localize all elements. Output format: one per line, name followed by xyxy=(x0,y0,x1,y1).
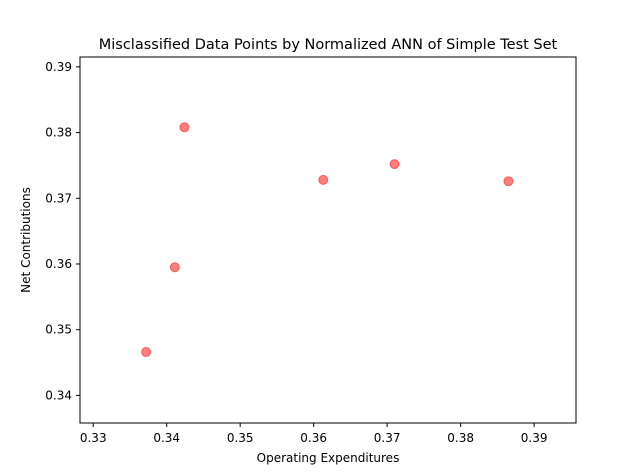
data-point xyxy=(389,159,400,170)
x-tick-label: 0.33 xyxy=(80,431,107,445)
data-point xyxy=(179,122,190,133)
data-point xyxy=(141,347,152,358)
x-axis: 0.33 0.34 0.35 0.36 0.37 0.38 0.39 xyxy=(80,423,548,445)
y-tick-label: 0.39 xyxy=(45,60,72,74)
y-tick-label: 0.35 xyxy=(45,323,72,337)
data-point xyxy=(503,176,514,187)
x-tick-label: 0.38 xyxy=(447,431,474,445)
y-tick-label: 0.37 xyxy=(45,191,72,205)
y-tick-label: 0.34 xyxy=(45,388,72,402)
plot-area xyxy=(79,56,577,424)
plot-frame xyxy=(79,56,577,424)
chart-title: Misclassified Data Points by Normalized … xyxy=(99,37,558,53)
data-points xyxy=(141,122,514,358)
y-axis: 0.34 0.35 0.36 0.37 0.38 0.39 xyxy=(45,60,80,402)
x-axis-title: Operating Expenditures xyxy=(257,451,400,465)
x-tick-label: 0.39 xyxy=(521,431,548,445)
y-tick-label: 0.36 xyxy=(45,257,72,271)
y-tick-label: 0.38 xyxy=(45,126,72,140)
data-point xyxy=(169,262,180,273)
x-tick-label: 0.36 xyxy=(300,431,327,445)
x-tick-label: 0.35 xyxy=(227,431,254,445)
x-tick-label: 0.37 xyxy=(374,431,401,445)
data-point xyxy=(318,174,329,185)
y-axis-title: Net Contributions xyxy=(19,187,33,293)
x-tick-label: 0.34 xyxy=(153,431,180,445)
